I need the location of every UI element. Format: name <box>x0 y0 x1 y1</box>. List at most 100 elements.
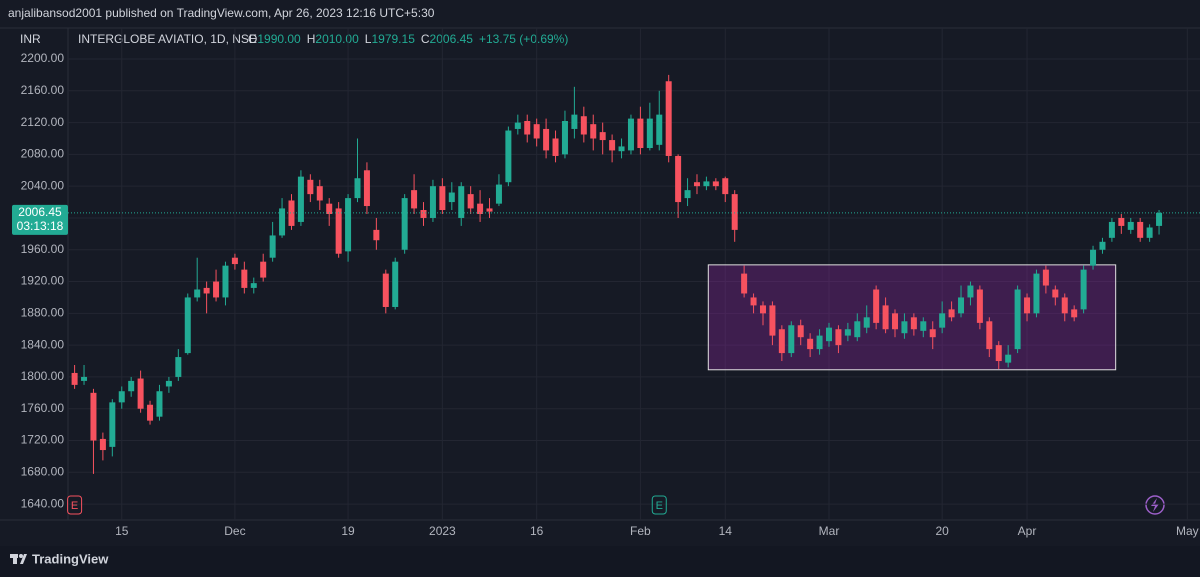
candle-body <box>335 208 342 254</box>
legend-value: 1979.15 <box>371 32 415 46</box>
candle-body <box>561 120 568 155</box>
candle-body <box>844 329 851 336</box>
y-tick-label: 2120.00 <box>21 115 65 129</box>
candle-body <box>533 124 540 139</box>
x-tick-label: 14 <box>719 524 733 538</box>
footer-bar <box>0 546 1200 577</box>
candle-body <box>260 261 267 278</box>
candle-body <box>458 186 465 218</box>
legend-key: H <box>307 32 316 46</box>
candle-body <box>892 313 899 330</box>
y-tick-label: 2160.00 <box>21 83 65 97</box>
candle-body <box>609 140 616 151</box>
legend-value: +13.75 (+0.69%) <box>479 32 568 46</box>
candle-body <box>939 313 946 328</box>
candle-body <box>81 376 88 381</box>
candle-body <box>1052 289 1059 298</box>
y-tick-label: 1840.00 <box>21 337 65 351</box>
x-tick-label: Apr <box>1018 524 1037 538</box>
candle-body <box>1080 269 1087 310</box>
earnings-marker-label: E <box>656 500 663 512</box>
earnings-marker-label: E <box>71 500 78 512</box>
candle-body <box>439 186 446 211</box>
y-tick-label: 1680.00 <box>21 464 65 478</box>
candle-body <box>1099 241 1106 250</box>
legend: INR INTERGLOBE AVIATIO, 1D, NSE O 1990.00… <box>20 32 568 46</box>
candle-body <box>326 203 333 214</box>
candle-body <box>590 124 597 139</box>
y-tick-label: 1920.00 <box>21 274 65 288</box>
footer-brand: TradingView <box>32 551 109 566</box>
legend-key: O <box>248 32 257 46</box>
candle-body <box>543 128 550 151</box>
candle-body <box>703 181 710 187</box>
candle-body <box>165 380 172 387</box>
earnings-marker <box>651 495 667 515</box>
y-tick-label: 2080.00 <box>21 147 65 161</box>
legend-value: 2006.45 <box>430 32 474 46</box>
candle-body <box>288 200 295 226</box>
candle-body <box>882 305 889 330</box>
candle-body <box>118 391 125 403</box>
x-tick-label: Feb <box>630 524 651 538</box>
candle-body <box>995 345 1002 362</box>
candle-body <box>373 229 380 241</box>
candle-body <box>684 190 691 199</box>
candle-body <box>524 120 531 135</box>
x-tick-label: Mar <box>819 524 840 538</box>
candle-body <box>194 289 201 298</box>
candle-body <box>505 130 512 183</box>
candle-body <box>948 309 955 318</box>
candle-body <box>929 329 936 338</box>
replay-icon[interactable] <box>1145 495 1165 515</box>
candle-body <box>222 265 229 298</box>
earnings-marker <box>67 495 83 515</box>
candle-body <box>646 118 653 149</box>
candle-body <box>759 305 766 314</box>
legend-key: C <box>421 32 430 46</box>
candle-body <box>835 329 842 346</box>
candle-body <box>128 380 135 392</box>
candle-body <box>71 372 78 385</box>
candle-body <box>137 378 144 409</box>
tv-logo <box>10 554 27 564</box>
legend-value: 2010.00 <box>315 32 359 46</box>
candle-body <box>411 190 418 209</box>
x-tick-label: 15 <box>115 524 129 538</box>
candle-body <box>354 178 361 199</box>
candle-body <box>637 118 644 149</box>
candle-body <box>90 392 97 441</box>
last-price-label: 2006.45 <box>18 205 62 219</box>
candle-body <box>1146 227 1153 238</box>
candle-body <box>920 321 927 331</box>
candle-body <box>392 261 399 307</box>
y-tick-label: 2040.00 <box>21 178 65 192</box>
candle-body <box>175 357 182 377</box>
candle-body <box>986 321 993 350</box>
candle-body <box>627 118 634 151</box>
candle-body <box>363 170 370 207</box>
y-tick-label: 2200.00 <box>21 51 65 65</box>
candle-body <box>448 192 455 203</box>
candle-body <box>486 208 493 212</box>
candle-body <box>807 338 814 350</box>
candle-body <box>1071 309 1078 318</box>
candle-body <box>1024 297 1031 314</box>
price-tag <box>12 204 68 235</box>
candle-body <box>665 81 672 156</box>
y-tick-label: 1640.00 <box>21 496 65 510</box>
x-tick-label: May <box>1176 524 1199 538</box>
candle-body <box>1090 249 1097 266</box>
candle-body <box>514 122 521 129</box>
candle-body <box>156 391 163 417</box>
legend-value: 1990.00 <box>257 32 301 46</box>
candle-body <box>401 198 408 250</box>
candle-body <box>1005 354 1012 363</box>
candle-body <box>213 281 220 298</box>
x-tick-label: 16 <box>530 524 544 538</box>
candle-body <box>958 297 965 314</box>
candle-body <box>1118 217 1125 226</box>
candle-body <box>693 182 700 187</box>
